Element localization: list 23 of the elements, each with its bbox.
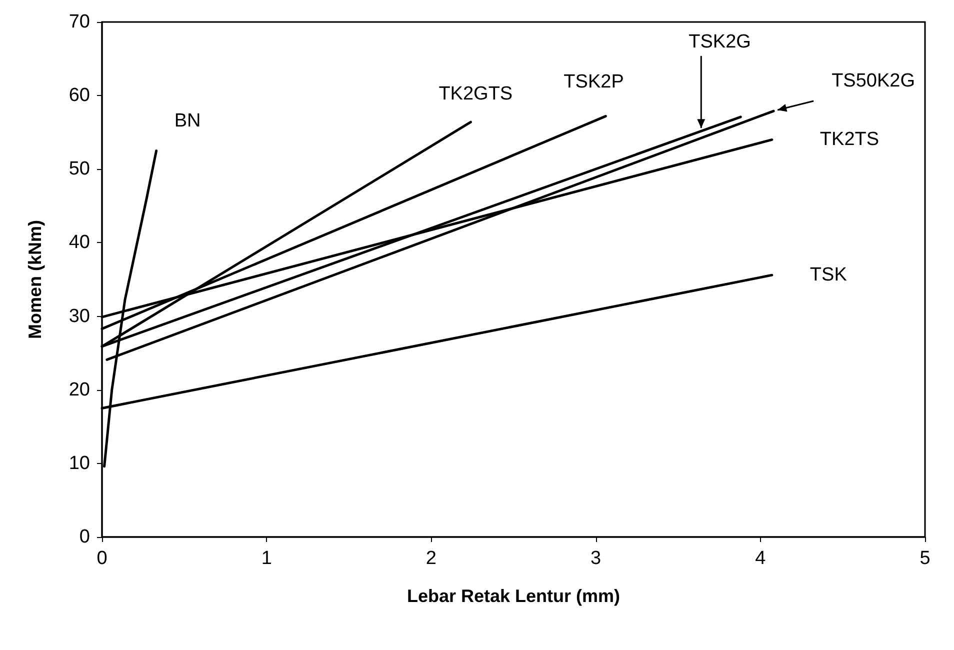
text: TS50K2G [832, 70, 916, 92]
series-label: BN [174, 110, 201, 132]
y-tick-label: 0 [79, 526, 90, 548]
y-tick-label: 20 [68, 379, 90, 400]
x-tick-label: 1 [261, 548, 272, 569]
x-tick-label: 0 [96, 548, 108, 569]
x-tick-label: 5 [920, 548, 930, 569]
y-tick-label: 10 [68, 452, 90, 474]
x-axis-title: Lebar Retak Lentur (mm) [406, 586, 620, 606]
y-tick-label: 70 [68, 12, 90, 32]
y-tick-label: 30 [68, 306, 90, 327]
series-label: TSK2P [564, 72, 624, 93]
y-axis-title: Momen (kNm) [25, 220, 45, 340]
x-tick-label: 4 [755, 548, 766, 569]
text: TSK2G [688, 31, 751, 52]
y-tick-label: 50 [68, 158, 90, 180]
x-tick-label: 3 [590, 548, 602, 569]
y-tick-label: 60 [68, 85, 90, 106]
series-label: TK2GTS [438, 84, 513, 105]
series-label: TSK [810, 264, 848, 286]
y-tick-label: 40 [68, 232, 90, 254]
text: TK2TS [820, 129, 880, 150]
x-tick-label: 2 [426, 548, 436, 569]
